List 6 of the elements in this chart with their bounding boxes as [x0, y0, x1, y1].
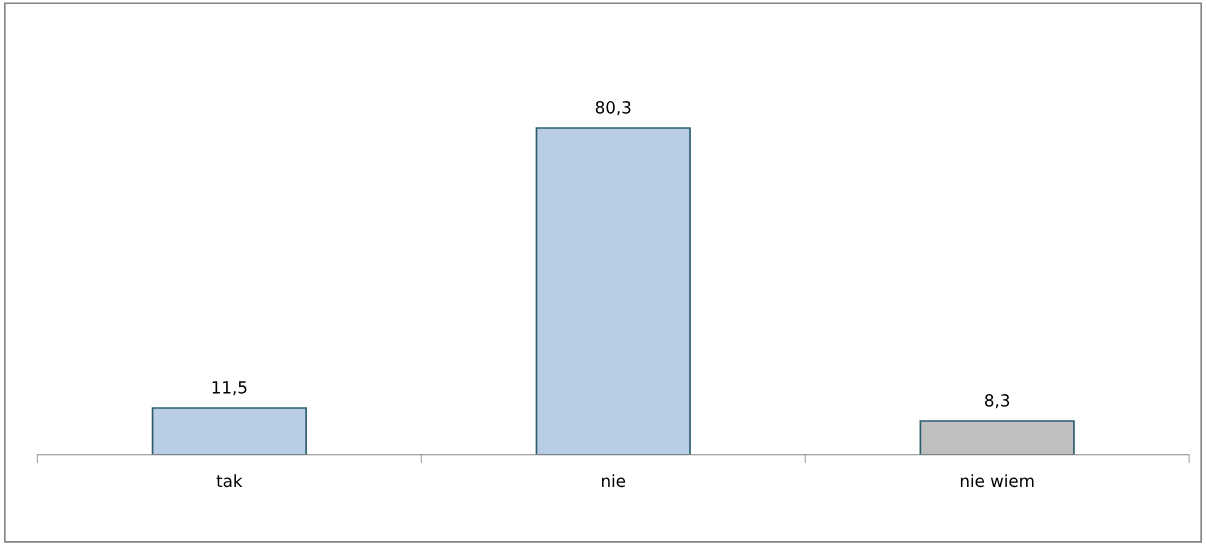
x-tick-label: nie wiem	[960, 474, 1034, 488]
data-label: 11,5	[212, 381, 247, 396]
data-label: 80,3	[595, 101, 631, 116]
data-label: 8,3	[985, 394, 1010, 409]
x-tick-label: nie	[602, 474, 626, 488]
x-tick-label: tak	[216, 474, 243, 488]
